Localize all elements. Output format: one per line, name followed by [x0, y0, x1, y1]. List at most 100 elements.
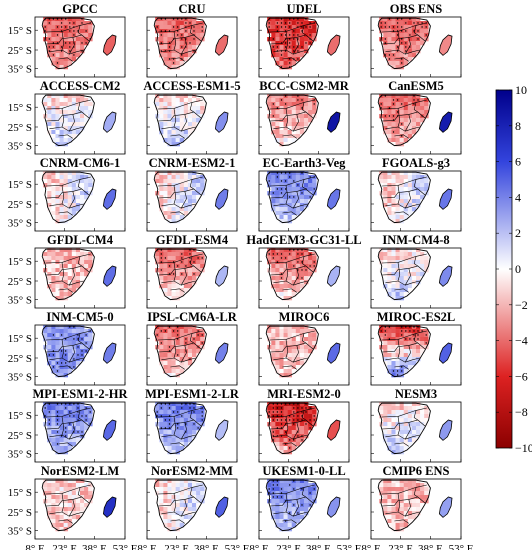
field-cell — [183, 211, 189, 216]
field-cell — [399, 203, 405, 208]
significance-dot — [276, 22, 279, 24]
field-cell — [187, 118, 193, 123]
field-cell — [283, 325, 288, 330]
field-cell — [84, 329, 89, 334]
field-cell — [71, 252, 77, 257]
field-cell — [88, 187, 93, 192]
field-cell — [179, 446, 185, 451]
field-cell — [287, 499, 293, 504]
field-cell — [167, 25, 172, 30]
country-border — [381, 484, 427, 495]
field-cell — [416, 491, 421, 496]
field-cell — [391, 422, 396, 427]
field-cell — [175, 406, 181, 411]
field-cell — [71, 199, 77, 204]
field-cell — [179, 94, 185, 99]
field-cell — [71, 511, 77, 516]
panel-hadgem3-gc31-ll: HadGEM3-GC31-LL — [246, 233, 362, 309]
field-cell — [179, 507, 185, 512]
significance-dot — [305, 42, 307, 44]
field-cell — [51, 122, 56, 127]
field-cell — [51, 519, 56, 524]
field-cell — [55, 94, 60, 99]
field-cell — [283, 292, 288, 297]
country-border — [170, 519, 185, 524]
field-cell — [159, 333, 164, 338]
field-cell — [55, 179, 60, 184]
field-cell — [403, 191, 409, 196]
field-cell — [75, 361, 81, 366]
field-cell — [196, 175, 201, 180]
field-cell — [283, 479, 288, 484]
significance-dot — [48, 46, 50, 48]
field-cell — [187, 130, 193, 135]
field-cell — [416, 195, 421, 200]
field-cell — [411, 17, 417, 22]
field-cell — [71, 114, 77, 119]
field-cell — [387, 446, 392, 451]
field-cell — [183, 98, 189, 103]
field-cell — [399, 175, 405, 180]
field-cell — [183, 329, 189, 334]
significance-dot — [181, 273, 183, 275]
field-cell — [383, 479, 388, 484]
colorbar-tick-label: 10 — [515, 83, 527, 97]
panel-title: ACCESS-ESM1-5 — [143, 79, 240, 93]
field-cell — [55, 487, 60, 492]
field-cell — [387, 288, 392, 293]
panel-field — [155, 325, 205, 378]
country-border — [157, 419, 202, 430]
field-cell — [84, 422, 89, 427]
field-cell — [67, 199, 73, 204]
field-cell — [175, 414, 181, 419]
field-cell — [279, 203, 284, 208]
field-cell — [84, 268, 89, 273]
field-cell — [192, 191, 197, 196]
field-cell — [291, 61, 297, 66]
field-cell — [291, 41, 297, 46]
significance-dot — [309, 196, 311, 198]
field-cell — [175, 61, 181, 66]
field-cell — [167, 288, 172, 293]
field-cell — [399, 187, 405, 192]
field-cell — [51, 215, 56, 220]
field-cell — [387, 483, 392, 488]
field-cell — [407, 406, 413, 411]
significance-dot — [77, 334, 79, 336]
field-cell — [291, 207, 297, 212]
panel-field — [267, 171, 317, 224]
field-cell — [159, 495, 164, 500]
significance-dot — [177, 423, 179, 425]
significance-dot — [401, 42, 403, 44]
field-cell — [399, 191, 405, 196]
field-cell — [71, 491, 77, 496]
significance-dot — [52, 354, 55, 356]
field-cell — [67, 122, 73, 127]
field-cell — [299, 187, 305, 192]
field-cell — [55, 511, 60, 516]
field-cell — [411, 515, 417, 520]
field-cell — [183, 33, 189, 38]
field-cell — [55, 130, 60, 135]
field-cell — [291, 292, 297, 297]
field-cell — [283, 175, 288, 180]
country-border — [45, 188, 90, 199]
panel-frame — [34, 324, 126, 386]
significance-dot — [425, 342, 427, 344]
field-cell — [420, 418, 425, 423]
field-cell — [304, 337, 309, 342]
field-cell — [295, 329, 301, 334]
field-cell — [283, 410, 288, 415]
field-cell — [47, 98, 52, 103]
country-border — [68, 191, 75, 209]
field-cell — [416, 199, 421, 204]
field-cell — [387, 276, 392, 281]
significance-dot — [405, 330, 407, 332]
field-cell — [51, 130, 56, 135]
country-border — [189, 179, 194, 190]
country-border — [394, 211, 409, 216]
field-cell — [308, 118, 313, 123]
panel-title: HadGEM3-GC31-LL — [246, 233, 361, 247]
significance-dot — [309, 253, 311, 255]
